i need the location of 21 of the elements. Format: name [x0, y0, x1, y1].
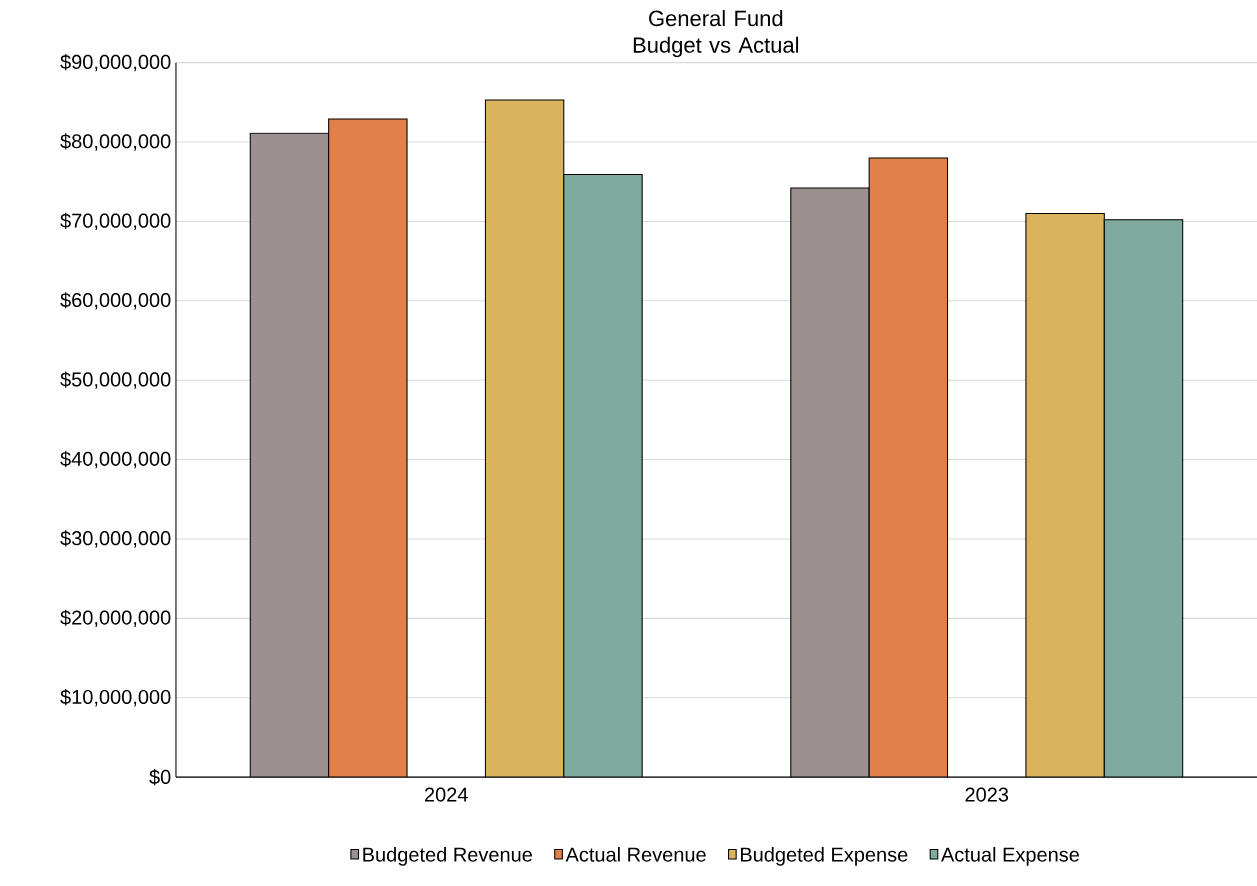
bar [563, 174, 643, 777]
y-tick-label: $50,000,000 [60, 371, 171, 389]
y-tick-label: $30,000,000 [60, 530, 171, 548]
y-tick-label: $40,000,000 [60, 450, 171, 469]
bar [1103, 219, 1184, 777]
y-tick-label: $60,000,000 [60, 291, 171, 310]
y-tick-label: $0 [149, 768, 171, 785]
y-tick-label: $90,000,000 [60, 53, 171, 72]
legend-label: Actual Revenue [565, 846, 706, 862]
legend-label: Actual Expense [941, 846, 1079, 866]
y-tick-label: $70,000,000 [60, 212, 171, 230]
y-tick-label: $80,000,000 [60, 133, 171, 151]
legend-label: Budgeted Revenue [363, 846, 532, 866]
legend-label: Budgeted Expense [740, 846, 908, 866]
y-tick-label: $10,000,000 [60, 688, 171, 707]
x-tick-label: 2024 [424, 787, 468, 802]
bar [250, 133, 329, 777]
x-tick-label: 2023 [965, 787, 1009, 802]
y-tick-label: $20,000,000 [60, 609, 171, 627]
bar [790, 187, 870, 777]
chart-title: General Fund Budget vs Actual [633, 9, 799, 57]
